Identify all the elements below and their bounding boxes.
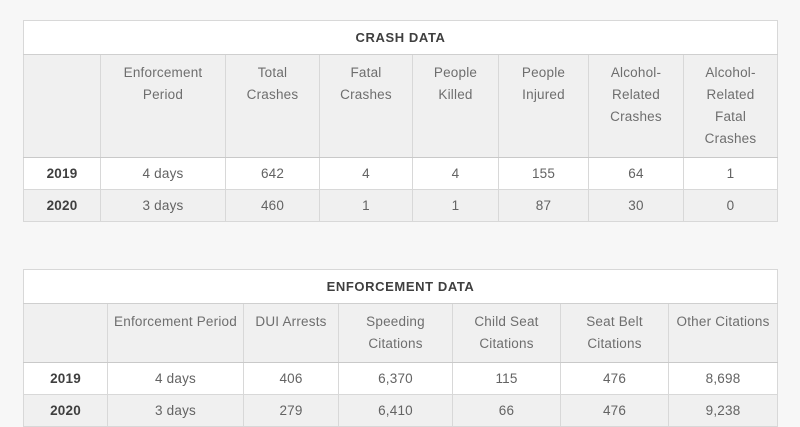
header-cell-people-injured: People Injured xyxy=(498,54,589,158)
data-cell: 642 xyxy=(225,157,320,190)
row-header-year: 2019 xyxy=(23,157,101,190)
table-title: CRASH DATA xyxy=(22,20,779,55)
table-row-2019: 2019 4 days 642 4 4 155 64 1 xyxy=(23,157,779,190)
data-cell: 406 xyxy=(243,362,339,395)
header-cell-speeding-citations: Speeding Citations xyxy=(338,303,453,363)
data-cell: 0 xyxy=(682,189,779,222)
header-cell-people-killed: People Killed xyxy=(412,54,499,158)
data-cell: 4 xyxy=(412,157,499,190)
header-cell-year xyxy=(23,303,108,363)
data-cell: 87 xyxy=(498,189,589,222)
table-row-2019: 2019 4 days 406 6,370 115 476 8,698 xyxy=(23,362,779,395)
header-cell-alcohol-related-crashes: Alcohol-Related Crashes xyxy=(588,54,684,158)
data-cell: 30 xyxy=(588,189,684,222)
row-header-year: 2020 xyxy=(23,189,101,222)
column-header-row: Enforcement Period Total Crashes Fatal C… xyxy=(23,54,779,158)
header-cell-child-seat-citations: Child Seat Citations xyxy=(452,303,561,363)
enforcement-table: ENFORCEMENT DATA Enforcement Period DUI … xyxy=(22,269,779,427)
crash-table: CRASH DATA Enforcement Period Total Cras… xyxy=(22,20,779,222)
data-cell: 3 days xyxy=(107,394,244,427)
data-cell: 3 days xyxy=(100,189,226,222)
data-cell: 4 days xyxy=(100,157,226,190)
data-cell: 4 days xyxy=(107,362,244,395)
header-cell-year xyxy=(23,54,101,158)
data-cell: 155 xyxy=(498,157,589,190)
data-cell: 8,698 xyxy=(667,362,779,395)
column-header-row: Enforcement Period DUI Arrests Speeding … xyxy=(23,303,779,363)
header-cell-enforcement-period: Enforcement Period xyxy=(100,54,226,158)
table-row-2020: 2020 3 days 279 6,410 66 476 9,238 xyxy=(23,394,779,427)
data-cell: 1 xyxy=(319,189,413,222)
table-title-row: ENFORCEMENT DATA xyxy=(22,269,779,304)
data-cell: 279 xyxy=(243,394,339,427)
page: CRASH DATA Enforcement Period Total Cras… xyxy=(22,20,779,427)
header-cell-total-crashes: Total Crashes xyxy=(225,54,320,158)
data-cell: 476 xyxy=(560,362,669,395)
data-cell: 4 xyxy=(319,157,413,190)
header-cell-enforcement-period: Enforcement Period xyxy=(107,303,244,363)
data-cell: 9,238 xyxy=(667,394,779,427)
table-title: ENFORCEMENT DATA xyxy=(22,269,779,304)
data-cell: 460 xyxy=(225,189,320,222)
header-cell-seat-belt-citations: Seat Belt Citations xyxy=(560,303,669,363)
data-cell: 6,370 xyxy=(338,362,453,395)
header-cell-dui-arrests: DUI Arrests xyxy=(243,303,339,363)
enforcement-data-table: ENFORCEMENT DATA Enforcement Period DUI … xyxy=(22,269,779,427)
data-cell: 1 xyxy=(682,157,779,190)
row-header-year: 2019 xyxy=(23,362,108,395)
data-cell: 64 xyxy=(588,157,684,190)
header-cell-fatal-crashes: Fatal Crashes xyxy=(319,54,413,158)
table-title-row: CRASH DATA xyxy=(22,20,779,55)
data-cell: 1 xyxy=(412,189,499,222)
row-header-year: 2020 xyxy=(23,394,108,427)
data-cell: 476 xyxy=(560,394,669,427)
table-row-2020: 2020 3 days 460 1 1 87 30 0 xyxy=(23,189,779,222)
data-cell: 6,410 xyxy=(338,394,453,427)
header-cell-other-citations: Other Citations xyxy=(667,303,779,363)
data-cell: 66 xyxy=(452,394,561,427)
header-cell-alcohol-related-fatal-crashes: Alcohol-Related Fatal Crashes xyxy=(682,54,779,158)
crash-data-table: CRASH DATA Enforcement Period Total Cras… xyxy=(22,20,779,222)
data-cell: 115 xyxy=(452,362,561,395)
